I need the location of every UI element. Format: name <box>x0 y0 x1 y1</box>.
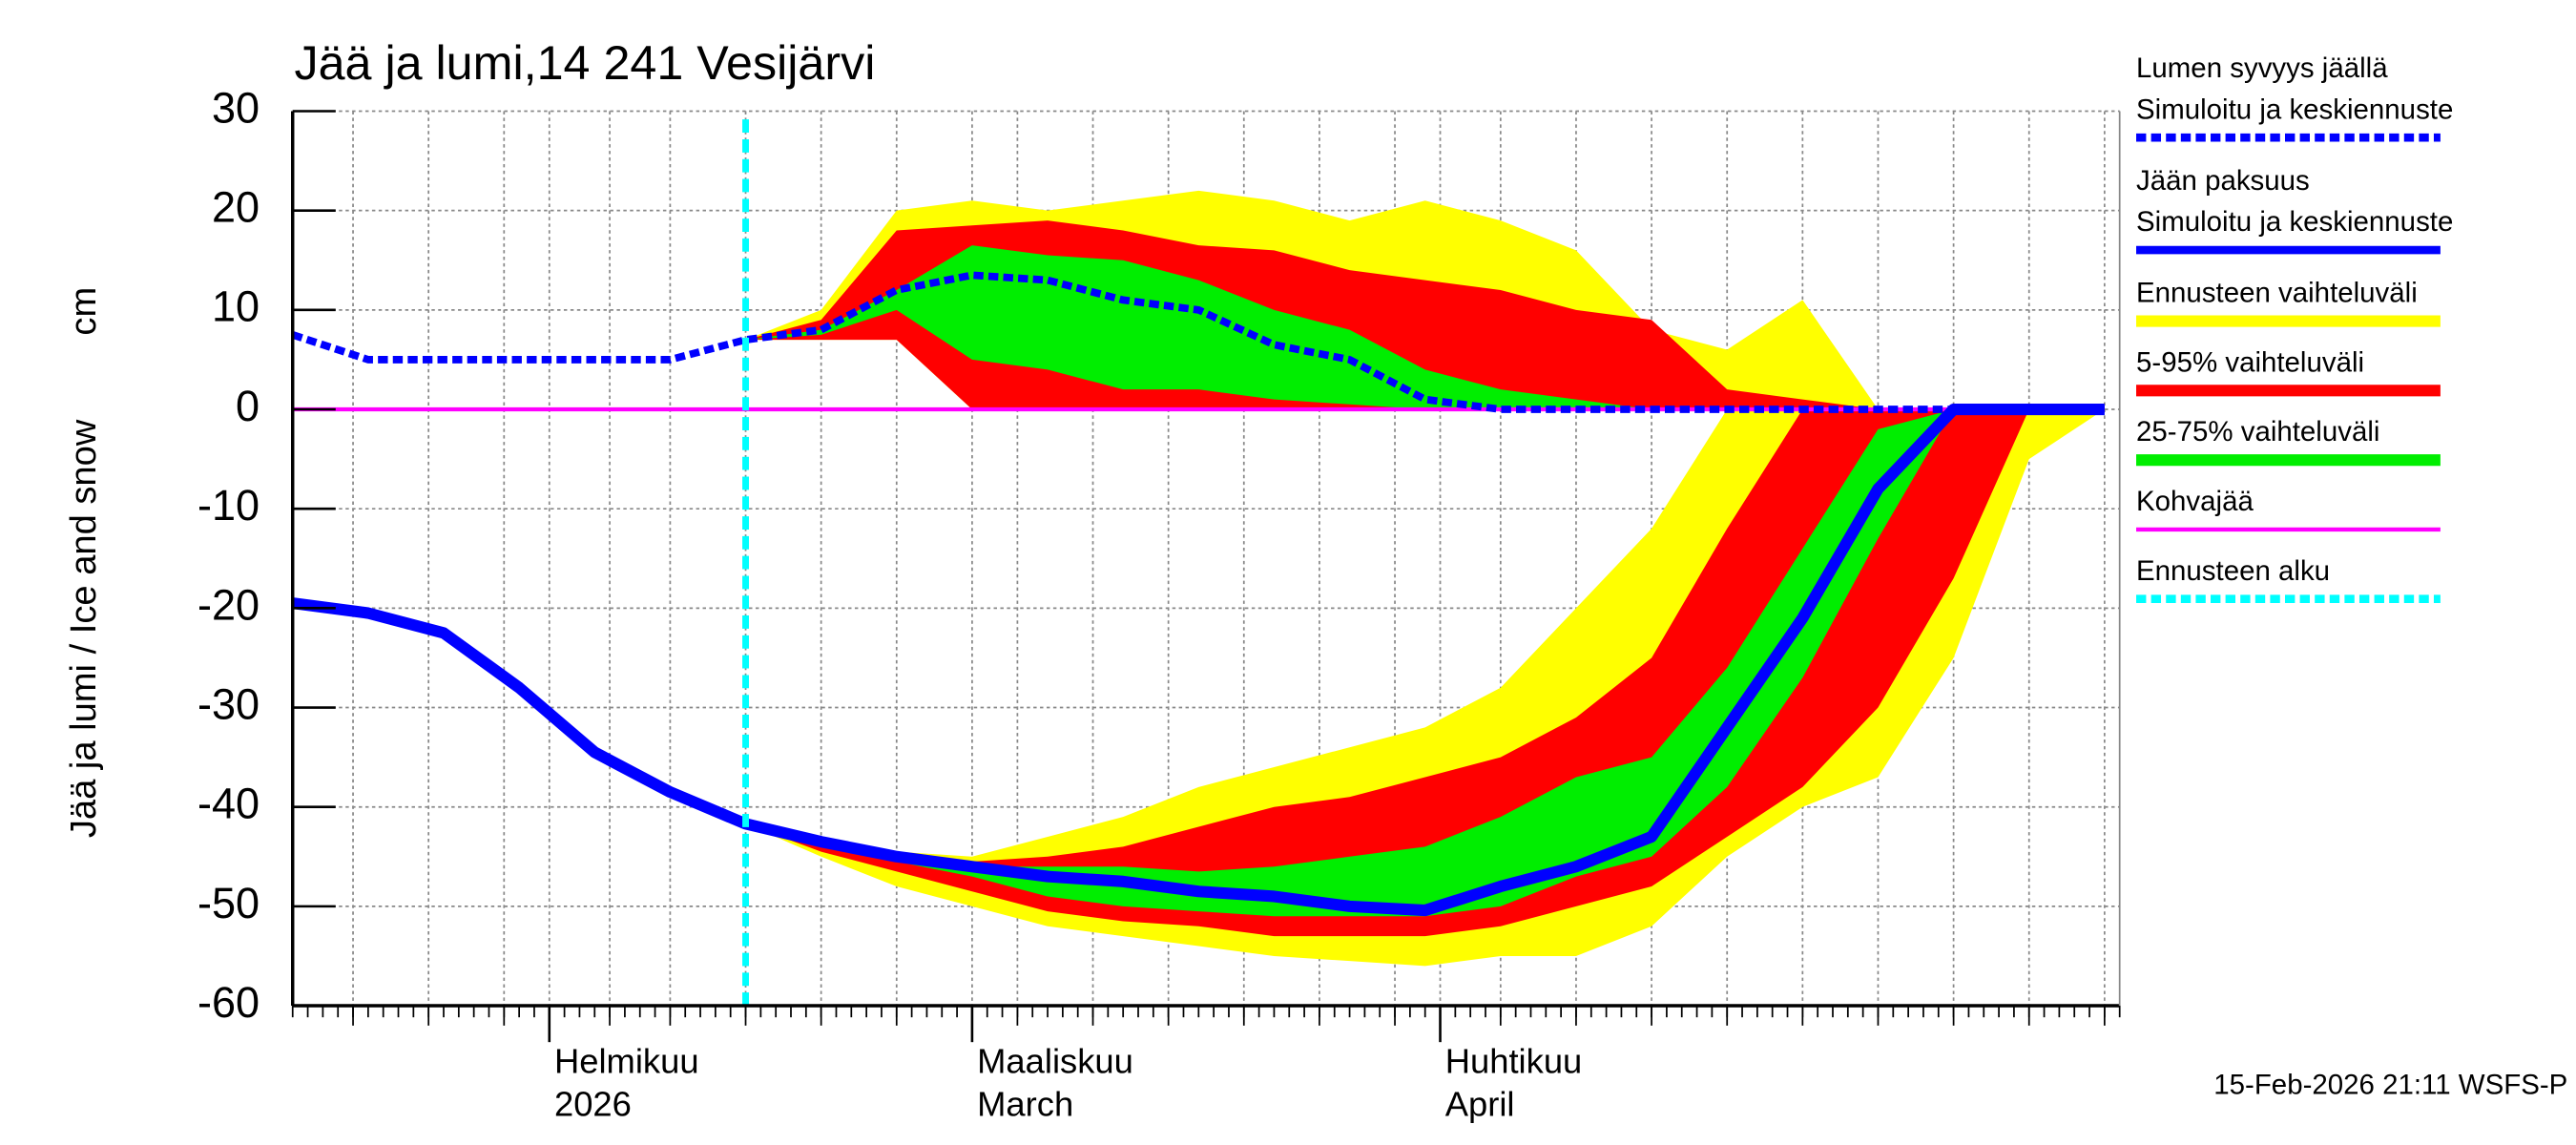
x-tick-label: April <box>1445 1084 1515 1123</box>
y-tick-label: -20 <box>197 580 260 629</box>
legend-label: Simuloitu ja keskiennuste <box>2136 206 2453 238</box>
legend-label: Jään paksuus <box>2136 165 2310 197</box>
band-area <box>745 409 2105 937</box>
y-tick-label: -40 <box>197 780 260 828</box>
x-tick-label: Maaliskuu <box>977 1041 1133 1080</box>
legend-label: Lumen syvyys jäällä <box>2136 52 2388 84</box>
legend-label: 5-95% vaihteluväli <box>2136 346 2364 378</box>
chart-title: Jää ja lumi,14 241 Vesijärvi <box>294 36 875 90</box>
x-tick-label: Helmikuu <box>554 1041 699 1080</box>
legend-label: 25-75% vaihteluväli <box>2136 416 2379 448</box>
y-tick-label: 20 <box>212 183 260 232</box>
y-tick-label: -30 <box>197 679 260 728</box>
series-line <box>291 271 2105 413</box>
series-line <box>291 403 2105 917</box>
y-tick-label: -60 <box>197 978 260 1027</box>
y-axis-unit: cm <box>63 287 104 336</box>
x-tick-label: 2026 <box>554 1084 632 1123</box>
y-axis-label: Jää ja lumi / Ice and snow <box>63 419 104 838</box>
y-tick-label: -50 <box>197 879 260 927</box>
x-tick-label: Huhtikuu <box>1445 1041 1583 1080</box>
y-tick-label: 0 <box>236 382 260 430</box>
footer: 15-Feb-2026 21:11 WSFS-P <box>2213 1070 2567 1101</box>
y-tick-label: -10 <box>197 481 260 530</box>
y-tick-label: 10 <box>212 282 260 331</box>
legend-label: Kohvajää <box>2136 486 2254 517</box>
legend-label: Ennusteen vaihteluväli <box>2136 278 2418 309</box>
legend-label: Simuloitu ja keskiennuste <box>2136 94 2453 125</box>
legend-label: Ennusteen alku <box>2136 555 2330 587</box>
x-tick-label: March <box>977 1084 1073 1123</box>
y-tick-label: 30 <box>212 83 260 132</box>
